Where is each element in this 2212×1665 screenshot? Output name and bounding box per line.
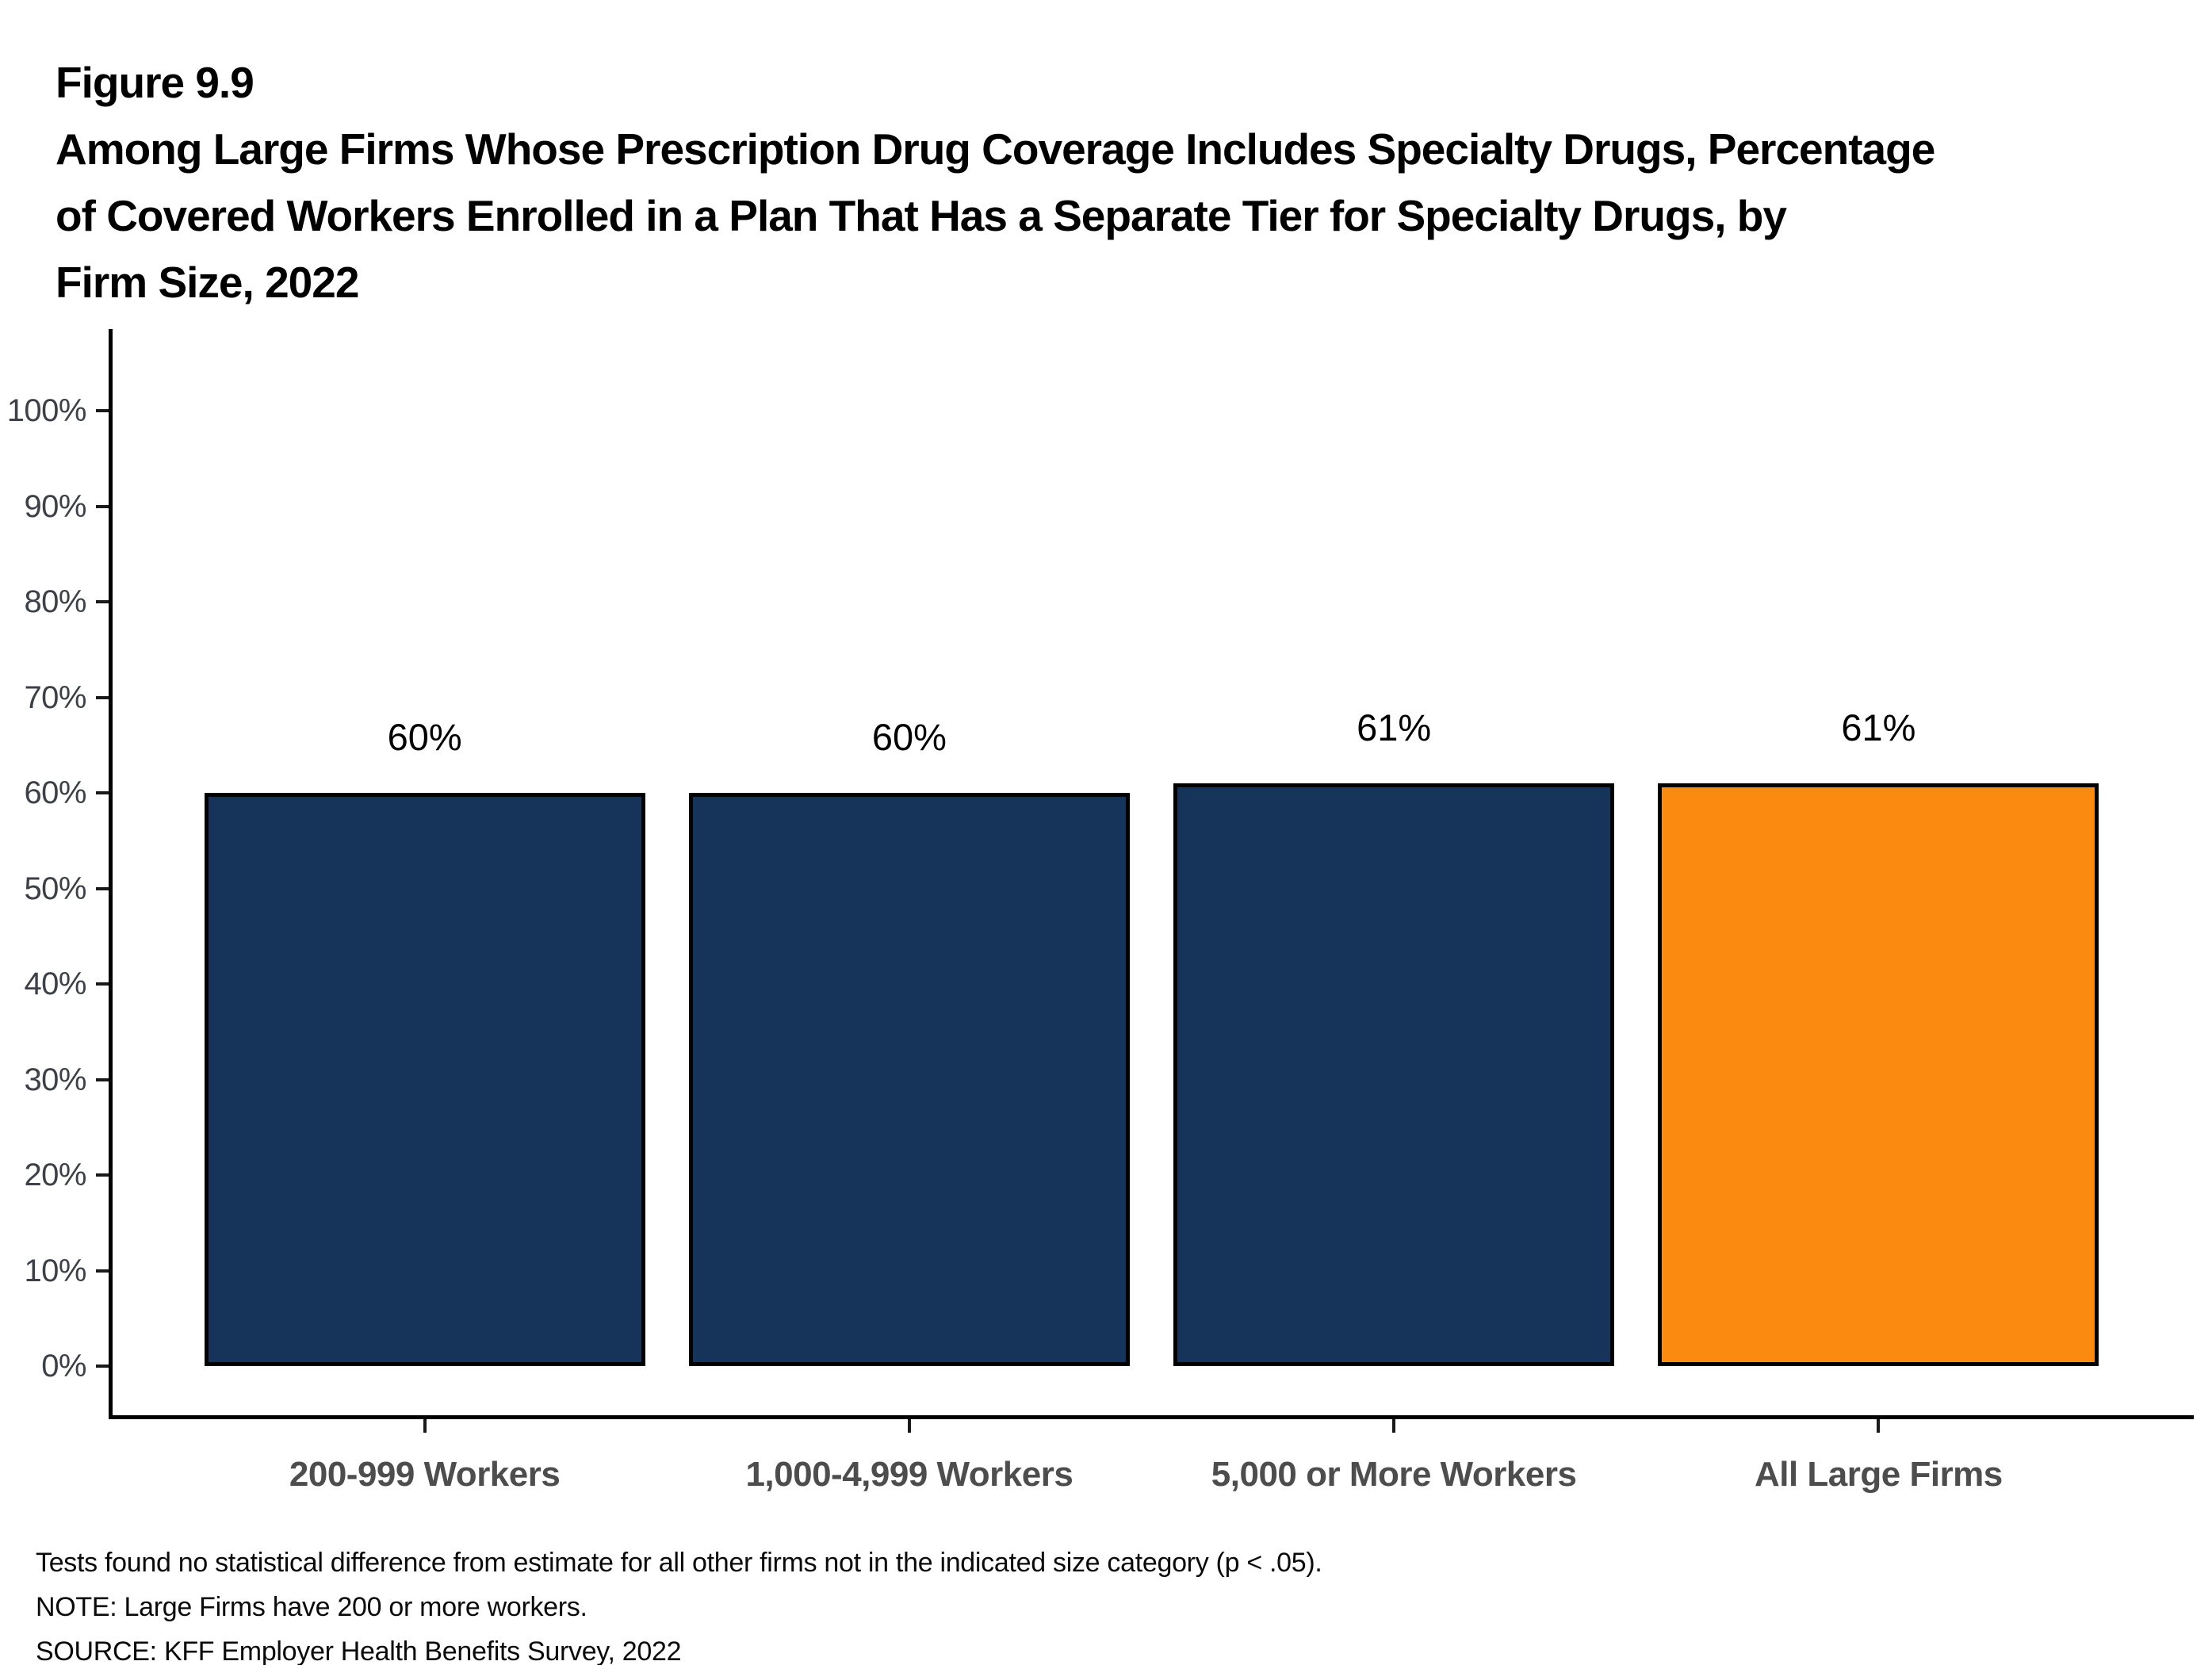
x-axis-category-label: All Large Firms: [1754, 1455, 2003, 1494]
bar-value-label: 60%: [871, 716, 947, 758]
figure-label: Figure 9.9: [55, 58, 254, 107]
y-tick-label: 10%: [24, 1253, 86, 1288]
bar: [204, 793, 645, 1366]
y-tick-label: 100%: [6, 393, 87, 428]
footnote-source: SOURCE: KFF Employer Health Benefits Sur…: [36, 1636, 682, 1665]
y-tick-label: 70%: [24, 679, 86, 715]
y-tick-label: 90%: [24, 488, 86, 524]
bar-value-label: 61%: [1841, 706, 1916, 748]
x-axis-line: [109, 1415, 2194, 1419]
y-tick: [96, 695, 109, 699]
x-axis-category-label: 200-999 Workers: [289, 1455, 561, 1494]
x-axis-category-label: 5,000 or More Workers: [1211, 1455, 1577, 1494]
y-axis-line: [109, 329, 113, 1419]
bar: [1173, 783, 1615, 1366]
x-axis-category-label: 1,000-4,999 Workers: [745, 1455, 1073, 1494]
x-tick: [423, 1419, 427, 1433]
bar-value-label: 61%: [1357, 706, 1432, 748]
y-tick: [96, 504, 109, 508]
y-tick-label: 40%: [24, 966, 86, 1001]
y-tick-label: 0%: [41, 1349, 86, 1384]
footnotes: Tests found no statistical difference fr…: [36, 1541, 2176, 1665]
y-tick: [96, 409, 109, 412]
chart-title-line-2: of Covered Workers Enrolled in a Plan Th…: [55, 191, 1787, 240]
chart-title-line-3: Firm Size, 2022: [55, 258, 359, 307]
y-tick-label: 30%: [24, 1062, 86, 1097]
bar: [688, 793, 1130, 1366]
x-tick: [1877, 1419, 1881, 1433]
y-tick: [96, 1077, 109, 1081]
y-tick: [96, 791, 109, 794]
y-tick: [96, 886, 109, 890]
figure-header: Figure 9.9 Among Large Firms Whose Presc…: [55, 49, 2180, 316]
y-tick: [96, 982, 109, 986]
y-tick-label: 50%: [24, 871, 86, 906]
bar: [1658, 783, 2099, 1366]
x-tick: [1392, 1419, 1396, 1433]
y-tick-label: 60%: [24, 775, 86, 810]
y-tick: [96, 600, 109, 603]
footnote-note: NOTE: Large Firms have 200 or more worke…: [36, 1592, 587, 1622]
chart-title-line-1: Among Large Firms Whose Prescription Dru…: [55, 124, 1935, 174]
x-tick: [907, 1419, 911, 1433]
y-tick: [96, 1269, 109, 1273]
y-tick: [96, 1365, 109, 1368]
footnote-stats: Tests found no statistical difference fr…: [36, 1548, 1322, 1578]
y-tick-label: 20%: [24, 1158, 86, 1192]
y-tick-label: 80%: [24, 584, 86, 619]
y-tick: [96, 1173, 109, 1177]
bar-value-label: 60%: [387, 716, 462, 758]
